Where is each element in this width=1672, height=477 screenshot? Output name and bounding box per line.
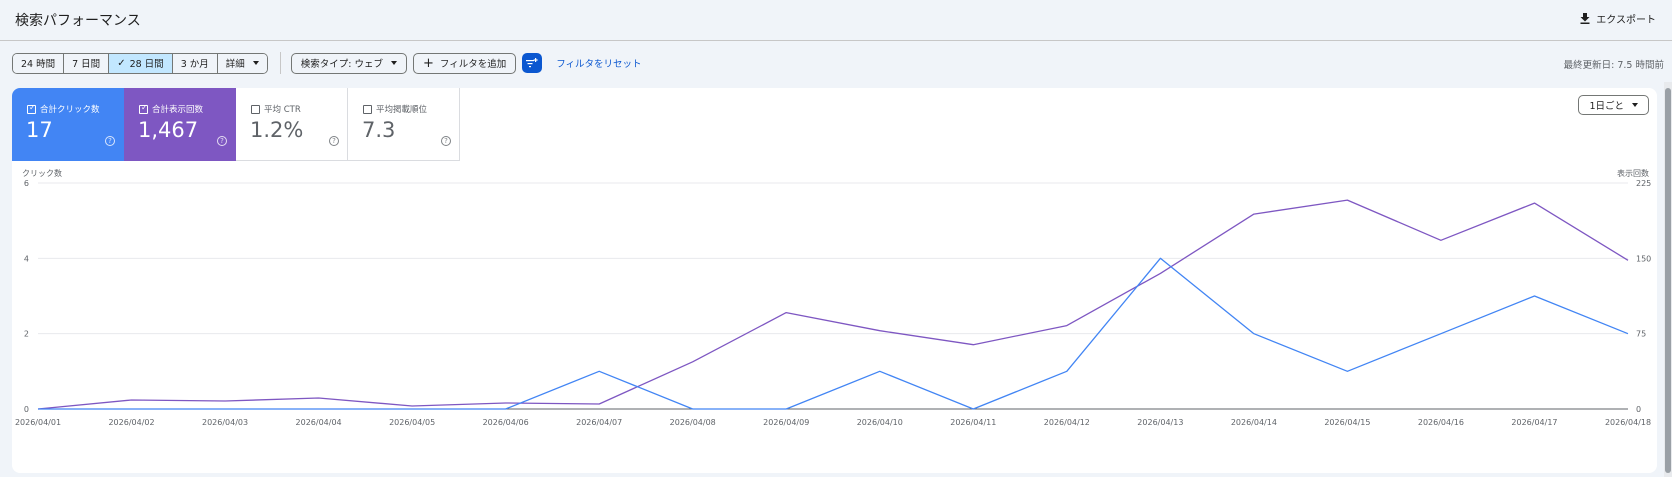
metric-label: 平均掲載順位 bbox=[376, 105, 428, 115]
y-left-tick-label: 0 bbox=[24, 405, 29, 414]
plus-icon: + bbox=[423, 55, 434, 71]
range-7d-button[interactable]: 7 日間 bbox=[64, 53, 110, 73]
filter-settings-button[interactable] bbox=[522, 53, 543, 73]
x-tick-label: 2026/04/18 bbox=[1605, 418, 1651, 427]
filter-toolbar: 24 時間 7 日間 ✓ 28 日間 3 か月 詳細 検索タイプ: ウェブ + フィ… bbox=[12, 52, 642, 74]
metric-card-ctr[interactable]: 平均 CTR 1.2% ? bbox=[236, 88, 348, 161]
help-icon[interactable]: ? bbox=[105, 136, 115, 146]
metric-card-impressions[interactable]: ✓ 合計表示回数 1,467 ? bbox=[124, 88, 236, 161]
scrollbar-thumb[interactable] bbox=[1665, 88, 1671, 473]
x-tick-label: 2026/04/11 bbox=[950, 418, 996, 427]
checkbox-checked-icon[interactable]: ✓ bbox=[139, 103, 148, 114]
range-24h-button[interactable]: 24 時間 bbox=[13, 53, 65, 73]
page-title: 検索パフォーマンス bbox=[15, 13, 141, 29]
x-tick-label: 2026/04/13 bbox=[1137, 418, 1183, 427]
metric-cards: ✓ 合計クリック数 17 ? ✓ 合計表示回数 1,467 ? 平均 CTR 1… bbox=[12, 88, 460, 161]
help-icon[interactable]: ? bbox=[329, 136, 339, 146]
performance-chart: 0 2 4 6 0 75 150 225 2026/04/01 2026/04/02 2026/04… bbox=[15, 179, 1651, 427]
x-tick-label: 2026/04/14 bbox=[1231, 418, 1277, 427]
checkbox-unchecked-icon[interactable] bbox=[251, 105, 260, 114]
y-right-tick-label: 75 bbox=[1636, 330, 1646, 339]
y-right-tick-label: 150 bbox=[1636, 254, 1651, 263]
export-label: エクスポート bbox=[1596, 15, 1656, 26]
metric-label: 合計表示回数 bbox=[152, 105, 204, 115]
x-tick-label: 2026/04/17 bbox=[1511, 418, 1557, 427]
x-tick-label: 2026/04/04 bbox=[296, 418, 342, 427]
y-left-tick-label: 6 bbox=[24, 179, 29, 188]
metric-card-clicks[interactable]: ✓ 合計クリック数 17 ? bbox=[12, 88, 124, 161]
y-right-tick-label: 225 bbox=[1636, 179, 1651, 188]
impressions-series-line bbox=[37, 199, 1629, 410]
caret-down-icon bbox=[252, 61, 259, 65]
date-range-selector: 24 時間 7 日間 ✓ 28 日間 3 か月 詳細 bbox=[12, 52, 268, 74]
checkbox-unchecked-icon[interactable] bbox=[363, 105, 372, 114]
clicks-series-line bbox=[38, 257, 1629, 410]
right-axis-title: 表示回数 bbox=[1617, 169, 1649, 178]
granularity-dropdown[interactable]: 1日ごと bbox=[1578, 95, 1649, 115]
left-axis-title: クリック数 bbox=[22, 169, 62, 178]
toolbar-divider bbox=[279, 52, 281, 74]
x-tick-label: 2026/04/03 bbox=[202, 418, 248, 427]
y-left-tick-label: 4 bbox=[24, 254, 29, 263]
checkbox-checked-icon[interactable]: ✓ bbox=[27, 103, 36, 114]
metric-label: 合計クリック数 bbox=[40, 105, 100, 115]
x-tick-label: 2026/04/15 bbox=[1324, 418, 1370, 427]
search-type-dropdown[interactable]: 検索タイプ: ウェブ bbox=[290, 52, 408, 74]
metric-value: 17 bbox=[26, 118, 53, 142]
x-tick-label: 2026/04/02 bbox=[108, 418, 154, 427]
metric-label: 平均 CTR bbox=[264, 105, 301, 115]
download-icon bbox=[1580, 13, 1590, 24]
range-28d-button[interactable]: ✓ 28 日間 bbox=[109, 53, 173, 73]
performance-panel: ✓ 合計クリック数 17 ? ✓ 合計表示回数 1,467 ? 平均 CTR 1… bbox=[12, 88, 1657, 473]
filter-add-icon bbox=[526, 58, 538, 68]
page-header: 検索パフォーマンス エクスポート bbox=[0, 0, 1672, 41]
help-icon[interactable]: ? bbox=[441, 136, 451, 146]
reset-filter-link[interactable]: フィルタをリセット bbox=[556, 59, 642, 70]
add-filter-button[interactable]: + フィルタを追加 bbox=[413, 52, 517, 74]
check-icon: ✓ bbox=[117, 57, 126, 69]
x-tick-label: 2026/04/08 bbox=[670, 418, 716, 427]
range-3m-button[interactable]: 3 か月 bbox=[172, 53, 218, 73]
x-tick-label: 2026/04/05 bbox=[389, 418, 435, 427]
x-tick-label: 2026/04/07 bbox=[576, 418, 622, 427]
export-button[interactable]: エクスポート bbox=[1580, 11, 1656, 26]
x-tick-label: 2026/04/06 bbox=[483, 418, 529, 427]
x-tick-label: 2026/04/10 bbox=[857, 418, 903, 427]
last-updated-text: 最終更新日: 7.5 時間前 bbox=[1563, 60, 1664, 71]
x-tick-label: 2026/04/01 bbox=[15, 418, 61, 427]
metric-value: 7.3 bbox=[362, 118, 396, 142]
metric-card-position[interactable]: 平均掲載順位 7.3 ? bbox=[348, 88, 460, 161]
caret-down-icon bbox=[1632, 103, 1638, 107]
y-left-tick-label: 2 bbox=[24, 330, 29, 339]
range-custom-dropdown[interactable]: 詳細 bbox=[217, 53, 267, 73]
metric-value: 1.2% bbox=[250, 118, 304, 142]
x-tick-label: 2026/04/09 bbox=[763, 418, 809, 427]
help-icon[interactable]: ? bbox=[217, 136, 227, 146]
caret-down-icon bbox=[391, 61, 398, 65]
metric-value: 1,467 bbox=[138, 118, 199, 142]
x-tick-label: 2026/04/16 bbox=[1418, 418, 1464, 427]
x-tick-label: 2026/04/12 bbox=[1044, 418, 1090, 427]
y-right-tick-label: 0 bbox=[1636, 405, 1641, 414]
